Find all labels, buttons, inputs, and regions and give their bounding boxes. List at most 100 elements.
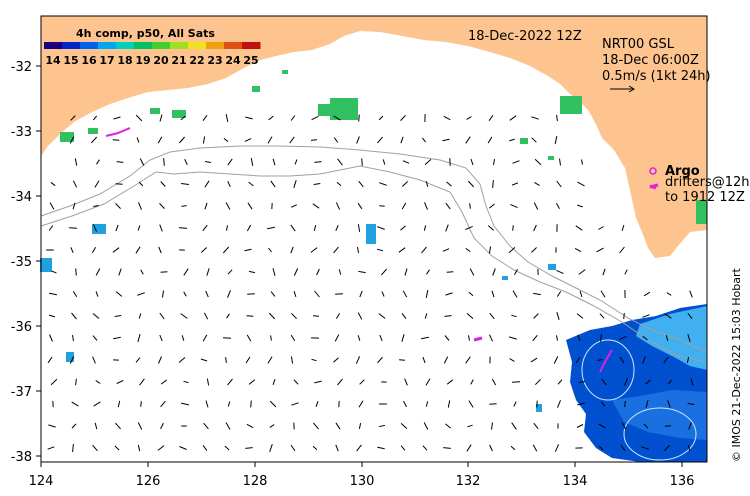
current-vector bbox=[93, 224, 97, 232]
current-vector bbox=[687, 403, 695, 405]
current-vector bbox=[422, 137, 426, 143]
current-vector bbox=[533, 224, 537, 232]
current-vector bbox=[666, 292, 672, 296]
current-vector bbox=[533, 202, 539, 210]
current-vector bbox=[554, 444, 560, 452]
current-vector bbox=[313, 224, 317, 232]
current-vector bbox=[444, 315, 452, 317]
current-scale-label: 0.5m/s (1kt 24h) bbox=[602, 69, 711, 84]
current-vector bbox=[290, 115, 296, 121]
current-vector bbox=[180, 313, 188, 319]
current-vector bbox=[290, 334, 296, 342]
current-vector bbox=[557, 400, 561, 408]
current-vector bbox=[289, 136, 295, 144]
current-vector bbox=[531, 137, 537, 143]
current-vector bbox=[313, 183, 321, 185]
current-vector bbox=[49, 292, 57, 296]
current-vector bbox=[358, 400, 364, 408]
current-vector bbox=[69, 227, 77, 229]
current-vector bbox=[356, 444, 362, 452]
current-vector bbox=[227, 290, 231, 298]
current-vector bbox=[338, 269, 342, 275]
current-vector bbox=[267, 136, 273, 144]
current-vector bbox=[556, 269, 564, 275]
current-vector bbox=[376, 248, 384, 252]
current-vector bbox=[687, 312, 693, 320]
current-vector bbox=[69, 356, 75, 364]
current-vector bbox=[425, 378, 431, 386]
current-vector bbox=[575, 356, 581, 364]
current-vector bbox=[509, 115, 517, 121]
current-vector bbox=[358, 114, 360, 122]
current-vector bbox=[509, 336, 517, 340]
current-vector bbox=[204, 180, 210, 188]
current-vector bbox=[290, 356, 294, 364]
current-vector bbox=[489, 312, 495, 320]
current-vector bbox=[578, 381, 586, 383]
argo-legend-marker bbox=[649, 167, 657, 175]
current-vector bbox=[48, 225, 54, 231]
sst-mid-band bbox=[612, 390, 707, 440]
current-vector bbox=[530, 357, 538, 363]
current-vector bbox=[183, 380, 189, 384]
current-vector bbox=[425, 181, 429, 187]
y-tick-label: -34 bbox=[11, 190, 32, 205]
current-vector bbox=[359, 290, 363, 298]
current-vector bbox=[493, 159, 495, 165]
current-vector bbox=[335, 293, 343, 295]
current-vector bbox=[202, 136, 206, 144]
current-vector bbox=[687, 444, 691, 452]
current-vector bbox=[113, 336, 121, 340]
current-vector bbox=[49, 202, 55, 210]
current-vector bbox=[641, 446, 649, 450]
current-vector bbox=[94, 422, 98, 430]
current-vector bbox=[596, 247, 604, 253]
current-vector bbox=[95, 268, 101, 276]
current-vector bbox=[337, 158, 343, 166]
colorbar-tick-label: 17 bbox=[99, 54, 114, 67]
current-vector bbox=[401, 181, 409, 187]
current-vector bbox=[245, 447, 253, 449]
credit-label: © IMOS 21-Dec-2022 15:03 Hobart bbox=[730, 267, 743, 462]
current-vector bbox=[184, 158, 188, 166]
current-vector bbox=[270, 291, 276, 297]
current-vector bbox=[291, 402, 299, 406]
current-vector bbox=[623, 312, 625, 320]
current-vector bbox=[624, 378, 628, 386]
current-vector bbox=[223, 138, 229, 142]
current-vector bbox=[178, 357, 186, 363]
current-vector bbox=[645, 379, 651, 385]
current-vector bbox=[178, 227, 188, 229]
current-vector bbox=[556, 180, 562, 188]
current-vector bbox=[643, 423, 649, 429]
current-vector bbox=[444, 335, 450, 341]
current-vector bbox=[533, 313, 539, 319]
current-vector bbox=[162, 290, 164, 298]
current-vector bbox=[72, 202, 76, 210]
current-vector bbox=[468, 400, 474, 408]
current-vector bbox=[114, 315, 122, 317]
current-vector bbox=[115, 183, 123, 185]
current-vector bbox=[491, 290, 495, 298]
current-vector bbox=[160, 400, 166, 408]
current-vector bbox=[556, 203, 560, 209]
current-vector bbox=[401, 313, 407, 319]
current-vector bbox=[531, 116, 539, 120]
current-vector bbox=[619, 246, 625, 254]
drifter-legend-label-1: drifters@12h bbox=[665, 175, 750, 190]
current-model-label: NRT00 GSL bbox=[602, 37, 675, 52]
current-vector bbox=[581, 159, 583, 165]
current-vector bbox=[181, 205, 187, 207]
current-vector bbox=[426, 269, 430, 275]
current-vector bbox=[600, 334, 602, 342]
colorbar-tick-label: 23 bbox=[207, 54, 222, 67]
current-vector bbox=[335, 202, 341, 210]
current-vector bbox=[137, 334, 141, 342]
current-vector bbox=[245, 356, 251, 364]
x-tick-label: 134 bbox=[563, 474, 588, 489]
current-vector bbox=[159, 114, 163, 122]
current-vector bbox=[533, 422, 539, 430]
current-vector bbox=[47, 446, 55, 450]
current-vector bbox=[115, 203, 121, 209]
current-vector bbox=[135, 114, 143, 122]
